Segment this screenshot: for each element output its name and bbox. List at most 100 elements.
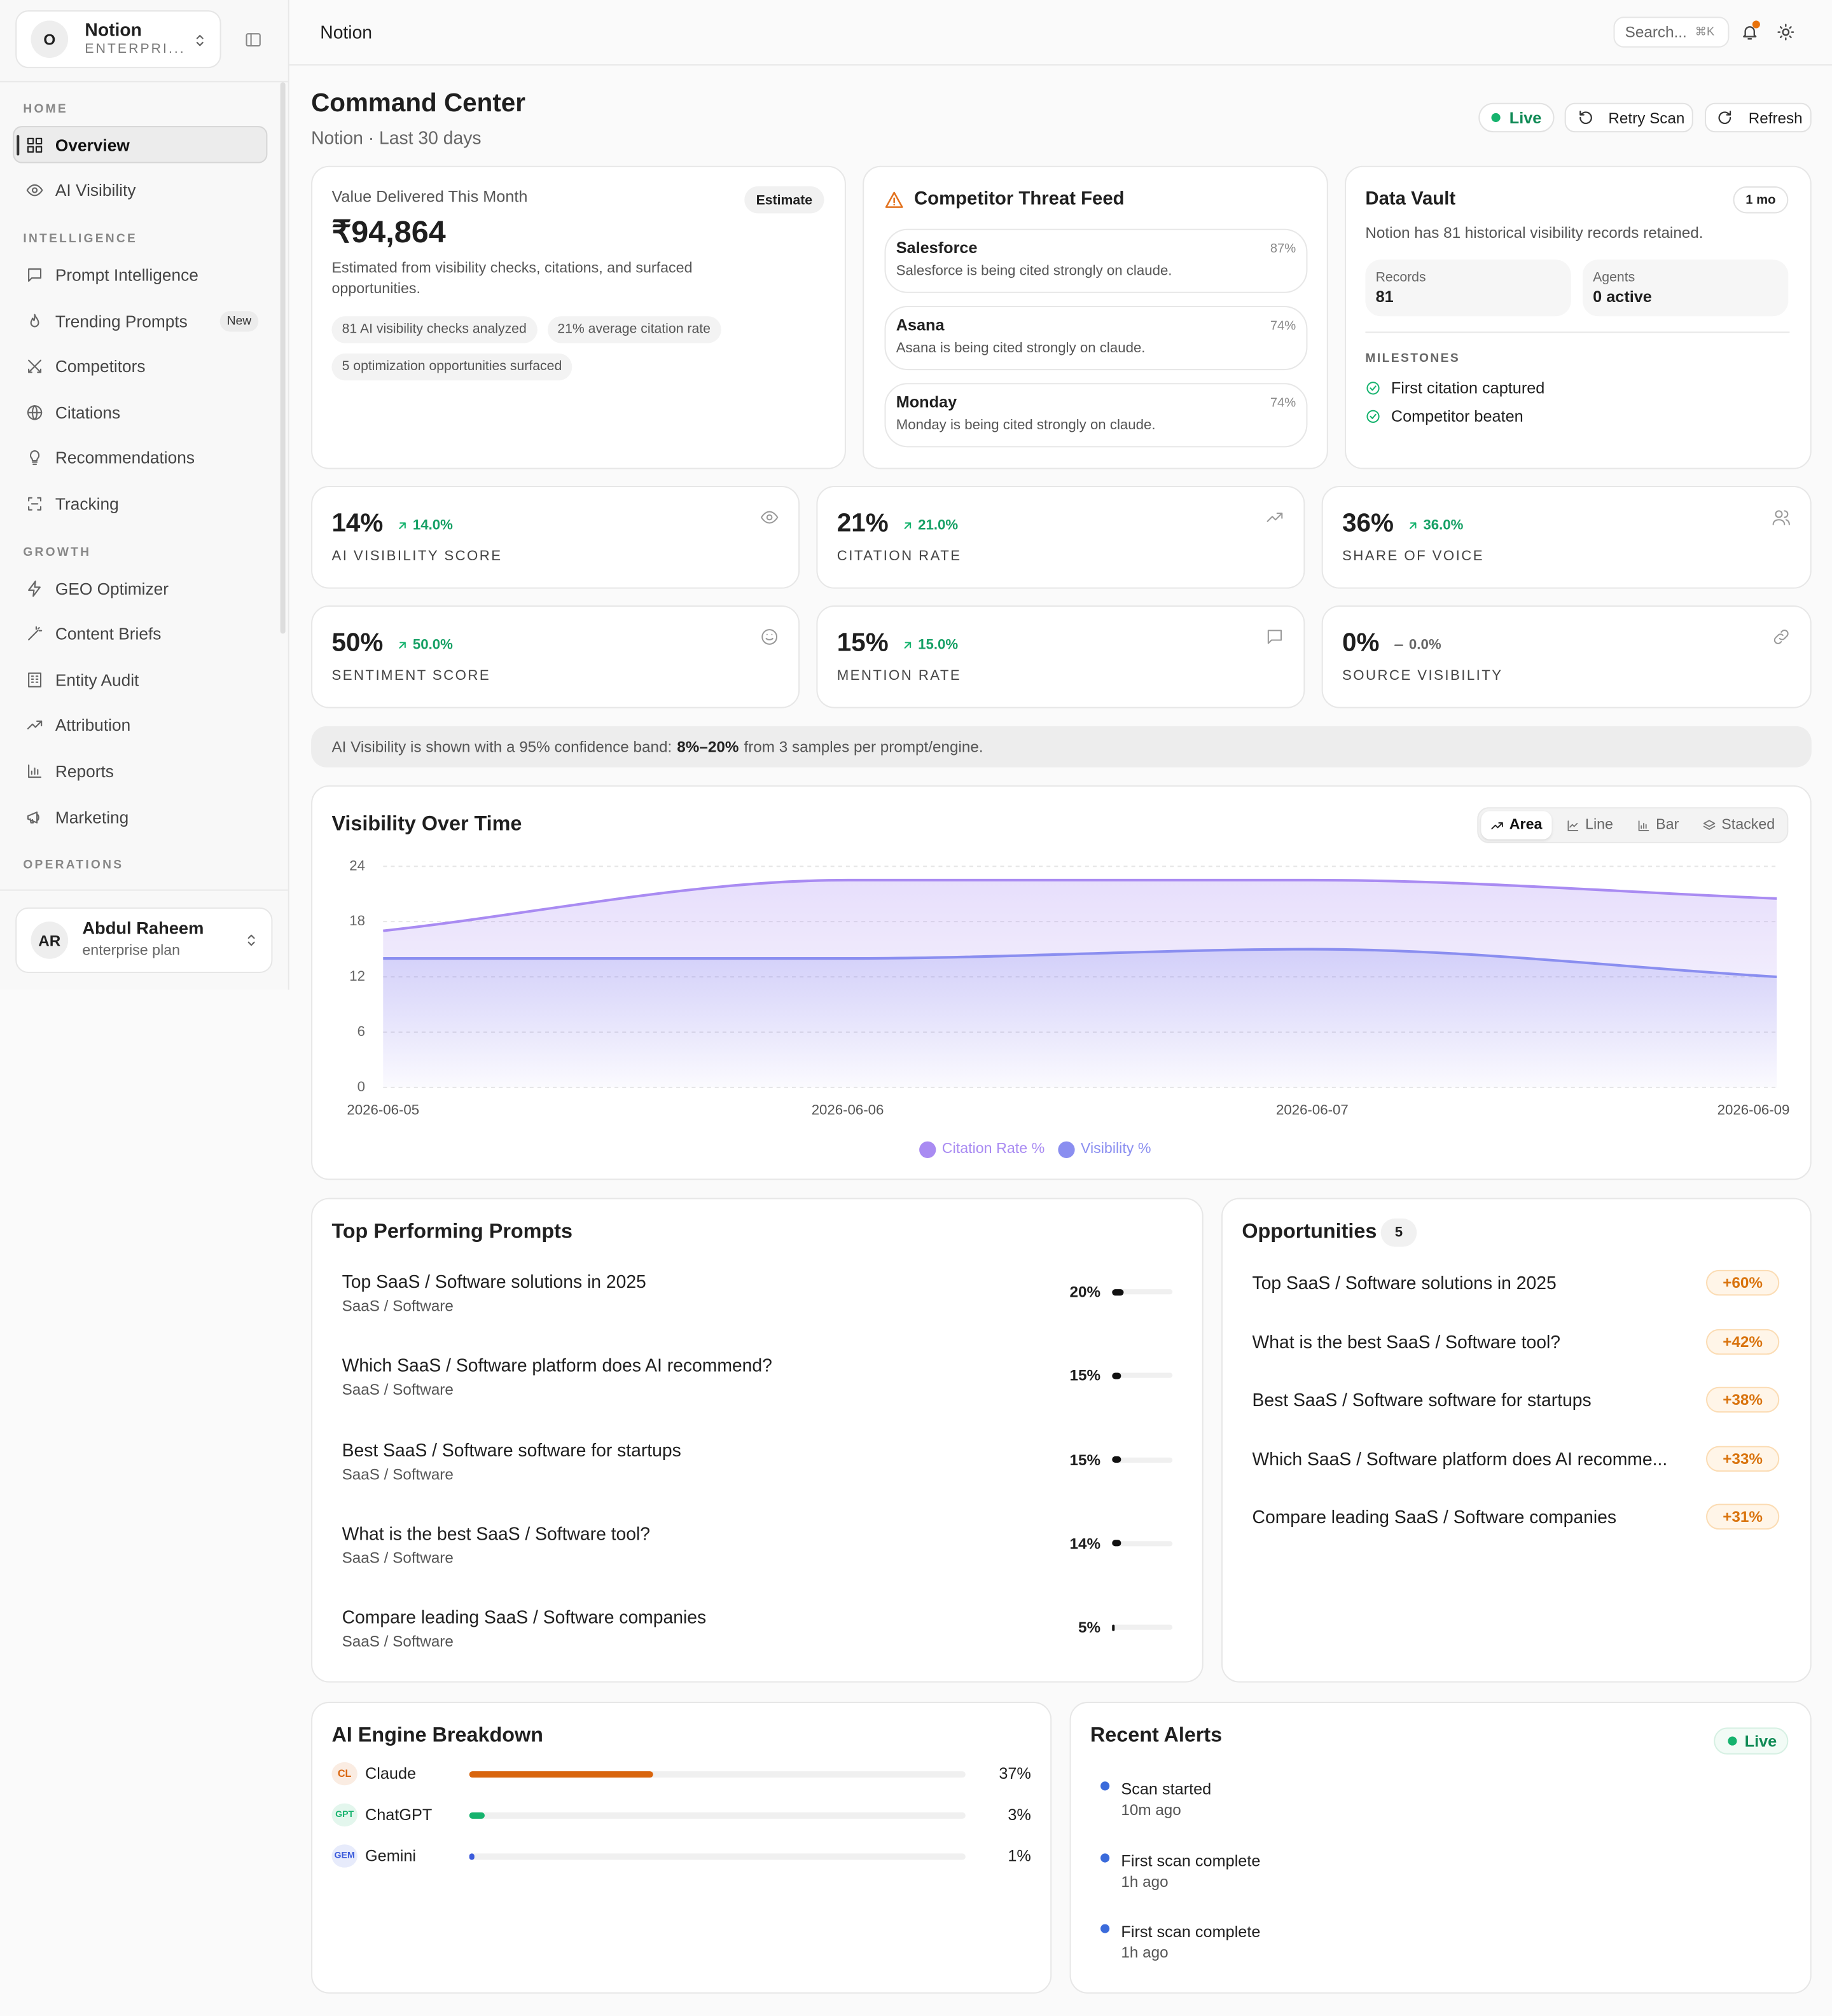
prompt-share-bar — [1112, 1288, 1125, 1295]
metric-label: MENTION RATE — [836, 668, 962, 684]
icon — [761, 628, 777, 644]
threat-text: Salesforce is being cited strongly on cl… — [896, 263, 1172, 279]
prompt-category: SaaS / Software — [342, 1381, 454, 1399]
prompt-share-bar — [1112, 1624, 1115, 1631]
graphic — [28, 672, 42, 687]
icon — [30, 450, 40, 466]
icon — [28, 359, 42, 373]
nav-item[interactable]: Reports — [55, 761, 114, 781]
chart-view-active — [1481, 811, 1552, 839]
search-box[interactable] — [1613, 17, 1730, 48]
nav-item[interactable]: Entity Audit — [55, 670, 139, 689]
icon — [1718, 110, 1731, 125]
icon — [1266, 629, 1282, 644]
y-tick-label: 24 — [349, 859, 365, 874]
nav-item[interactable]: Competitors — [55, 357, 146, 376]
graphic — [1773, 629, 1788, 644]
nav-item[interactable]: Recommendations — [55, 448, 195, 468]
graphic — [1370, 385, 1377, 391]
nav-item[interactable]: Tracking — [55, 494, 119, 514]
retry-button[interactable] — [1564, 102, 1693, 133]
icon — [1366, 382, 1380, 395]
metric-change: 14.0% — [412, 518, 453, 534]
engine-badge: GPT — [335, 1810, 354, 1819]
icon — [1773, 629, 1788, 644]
graphic — [399, 642, 406, 649]
graphic — [1777, 24, 1794, 41]
prompt-category: SaaS / Software — [342, 1465, 454, 1483]
value-label: Value Delivered This Month — [331, 188, 528, 206]
value-description: Estimated from visibility checks, citati… — [331, 261, 693, 297]
icon — [1266, 512, 1282, 521]
metric-card — [311, 485, 800, 589]
alerts-live-pill — [1714, 1727, 1789, 1755]
refresh-button-label[interactable]: Refresh — [1748, 108, 1803, 127]
icon — [28, 626, 43, 641]
graphic — [31, 188, 38, 194]
legend-swatch — [919, 1140, 936, 1158]
prompt-share-bar — [1112, 1372, 1121, 1379]
nav-item[interactable]: Prompt Intelligence — [55, 265, 198, 285]
metric-label: SOURCE VISIBILITY — [1342, 668, 1503, 684]
icon — [1579, 110, 1592, 125]
engine-share-label: 37% — [999, 1764, 1031, 1783]
nav-item[interactable]: AI Visibility — [55, 181, 136, 201]
nav-item[interactable]: Overview — [55, 135, 130, 155]
metric-label: AI VISIBILITY SCORE — [331, 549, 503, 565]
graphic — [1409, 522, 1417, 529]
threat-text: Monday is being cited strongly on claude… — [896, 417, 1156, 434]
graphic — [904, 522, 912, 529]
nav-item[interactable]: Citations — [55, 403, 121, 422]
threat-name: Asana — [896, 316, 945, 335]
opportunity-lift: +33% — [1723, 1449, 1763, 1468]
threat-score: 87% — [1270, 242, 1296, 257]
engine-badge: GEM — [334, 1851, 355, 1861]
alert-dot — [1100, 1853, 1110, 1862]
retry-button-label[interactable]: Retry Scan — [1608, 108, 1685, 127]
icon — [28, 579, 41, 597]
graphic — [1490, 821, 1502, 829]
nav-item-active[interactable] — [13, 126, 268, 164]
metric-change: 50.0% — [412, 637, 453, 653]
icon — [1567, 820, 1578, 831]
engine-name: Gemini — [364, 1847, 417, 1865]
value-amount: ₹94,864 — [331, 215, 446, 251]
y-tick-label: 18 — [349, 914, 365, 930]
graphic — [27, 721, 43, 730]
vault-card — [1345, 165, 1812, 469]
prompt-share-track — [1112, 1289, 1173, 1295]
metric-value: 14% — [331, 509, 384, 538]
icon — [399, 522, 406, 529]
page-title: Command Center — [311, 89, 526, 118]
user-name: Abdul Raheem — [82, 918, 204, 938]
nav-item[interactable]: Content Briefs — [55, 624, 162, 644]
refresh-button[interactable] — [1704, 102, 1812, 133]
chart-view-option[interactable]: Stacked — [1721, 817, 1775, 833]
opportunities-title: Opportunities — [1242, 1221, 1377, 1243]
threat-item — [884, 383, 1308, 448]
lift-badge — [1705, 1386, 1780, 1413]
vault-stat — [1365, 259, 1571, 317]
chip: 5 optimization opportunities surfaced — [331, 353, 572, 381]
nav-item[interactable]: Trending Prompts — [55, 311, 188, 331]
vault-divider — [1365, 331, 1790, 333]
y-tick-label: 12 — [349, 969, 365, 985]
nav-item[interactable]: Marketing — [55, 807, 129, 827]
chart-view-option[interactable]: Area — [1509, 817, 1543, 833]
chart-card — [311, 785, 1812, 1180]
graphic — [1782, 28, 1790, 36]
graphic — [27, 146, 34, 153]
topbar-divider — [289, 64, 1832, 66]
nav-item[interactable]: GEO Optimizer — [55, 578, 169, 598]
alert-title: Scan started — [1121, 1780, 1212, 1799]
threat-item — [884, 228, 1308, 293]
metric-value: 36% — [1342, 509, 1394, 538]
nav-item[interactable]: Attribution — [55, 715, 131, 735]
icon — [195, 34, 203, 46]
chart-view-option[interactable]: Line — [1585, 817, 1613, 833]
graphic — [1266, 512, 1282, 521]
chart-view-option[interactable]: Bar — [1656, 817, 1679, 833]
engine-name: Claude — [364, 1764, 417, 1783]
metric-change: 0.0% — [1408, 637, 1441, 653]
